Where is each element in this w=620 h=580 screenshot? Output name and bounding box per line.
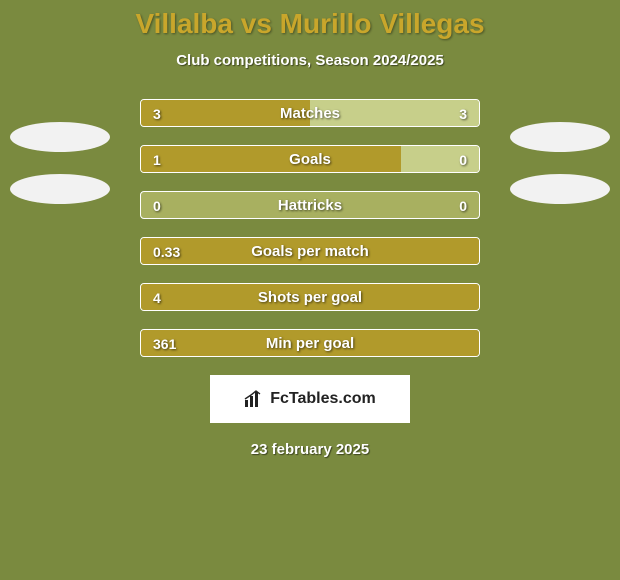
stat-label: Goals per match <box>141 238 479 264</box>
stat-label: Shots per goal <box>141 284 479 310</box>
player2-avatar-bottom <box>510 174 610 204</box>
stat-label: Matches <box>141 100 479 126</box>
stat-row: 33Matches <box>140 99 480 127</box>
stat-label: Min per goal <box>141 330 479 356</box>
stat-row: 361Min per goal <box>140 329 480 357</box>
stat-label: Hattricks <box>141 192 479 218</box>
chart-icon <box>244 390 264 408</box>
player2-avatar-top <box>510 122 610 152</box>
stat-row: 4Shots per goal <box>140 283 480 311</box>
stat-row: 0.33Goals per match <box>140 237 480 265</box>
stat-label: Goals <box>141 146 479 172</box>
stat-row: 00Hattricks <box>140 191 480 219</box>
subtitle: Club competitions, Season 2024/2025 <box>0 52 620 69</box>
comparison-panel: Villalba vs Murillo Villegas Club compet… <box>0 0 620 580</box>
player1-avatar-top <box>10 122 110 152</box>
badge-text: FcTables.com <box>270 390 376 408</box>
source-badge: FcTables.com <box>210 375 410 423</box>
player1-avatar-bottom <box>10 174 110 204</box>
stat-bars: 33Matches 10Goals 00Hattricks 0.33Goals per… <box>140 99 480 357</box>
date-text: 23 february 2025 <box>0 441 620 458</box>
page-title: Villalba vs Murillo Villegas <box>0 8 620 40</box>
stat-row: 10Goals <box>140 145 480 173</box>
